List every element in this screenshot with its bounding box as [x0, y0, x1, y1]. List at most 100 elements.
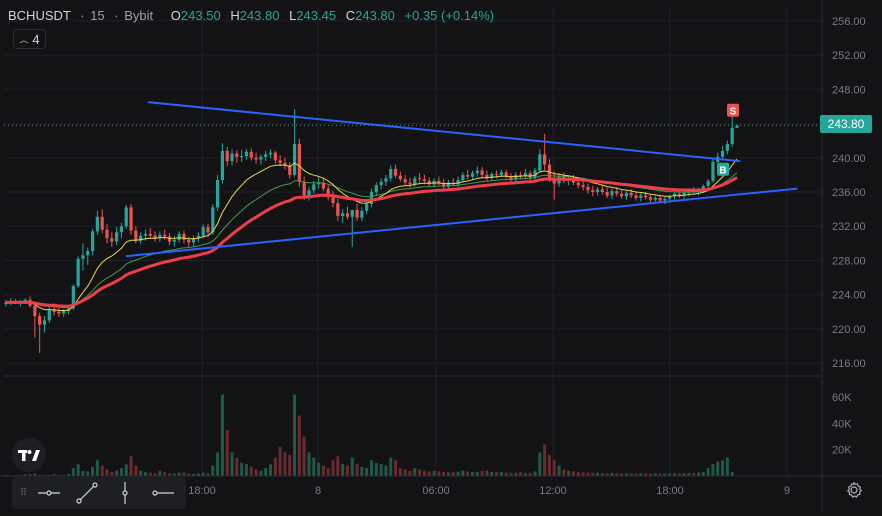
candle [523, 168, 527, 179]
candle [336, 198, 340, 222]
buy-signal-marker[interactable] [717, 162, 729, 176]
trendline-upper[interactable] [147, 101, 741, 163]
volume-bar [394, 460, 398, 476]
candle-body [456, 180, 460, 185]
volume-bar [201, 472, 205, 476]
candle-body [576, 182, 580, 186]
candle-body [336, 203, 340, 216]
candle [446, 180, 451, 190]
volume-bar [225, 430, 229, 476]
candle [307, 186, 311, 201]
volume-bar [495, 472, 499, 476]
candle [331, 191, 335, 208]
candle-body [52, 309, 56, 312]
candle [619, 190, 624, 199]
settings-gear-icon[interactable] [843, 479, 865, 501]
volume-bar [355, 464, 359, 476]
candle-body [76, 258, 80, 287]
candle-body [365, 203, 369, 211]
candle-body [624, 192, 628, 197]
candle-body [648, 197, 653, 200]
candle-body [533, 170, 537, 178]
candle-body [148, 233, 152, 236]
volume-bar [124, 464, 128, 476]
candle [292, 108, 297, 177]
candle-body [485, 174, 489, 178]
volume-bar [341, 464, 345, 476]
volume-bar [177, 472, 181, 476]
volume-bar [547, 454, 551, 476]
volume-bar [528, 472, 532, 476]
volume-bar [629, 473, 633, 476]
volume-bar [437, 471, 441, 476]
volume-bar [187, 473, 191, 476]
volume-bar [206, 473, 210, 476]
candle-body [182, 233, 186, 240]
candle-body [341, 213, 345, 216]
price-tick-label: 236.00 [832, 187, 866, 199]
candle [244, 149, 249, 160]
candle [100, 209, 104, 234]
volume-bar [139, 470, 143, 476]
sell-signal-marker[interactable] [727, 103, 739, 117]
candle [297, 138, 301, 187]
candle [158, 231, 162, 242]
candle-body [115, 232, 119, 242]
candle [201, 224, 205, 239]
candle-body [442, 183, 446, 187]
volume-bar [653, 473, 657, 476]
volume-bar [192, 473, 196, 476]
candle [624, 191, 628, 200]
tradingview-logo-icon[interactable] [12, 438, 46, 472]
trendline-lower[interactable] [125, 187, 798, 258]
volume-bar [365, 468, 369, 476]
volume-bar [446, 472, 450, 476]
candle-body [672, 193, 677, 197]
indicators-toggle-button[interactable]: ︿ 4 [13, 29, 46, 49]
candle-body [90, 231, 95, 252]
candle-body [389, 168, 393, 179]
horizontal-line-tool-icon[interactable] [30, 477, 68, 509]
candle-body [240, 156, 244, 158]
candle [485, 170, 489, 181]
candle [182, 230, 186, 244]
vertical-line-tool-icon[interactable] [106, 477, 144, 509]
last-price-tag: 243.80 [820, 115, 872, 133]
candle-body [23, 299, 27, 302]
candle [249, 148, 253, 161]
candle [90, 228, 95, 256]
candle [384, 174, 388, 187]
candle [470, 170, 475, 181]
candle [360, 207, 364, 222]
volume-bar [389, 457, 393, 476]
time-tick-label: 8 [315, 485, 321, 497]
time-tick-label: 06:00 [422, 485, 450, 497]
volume-bar [100, 465, 104, 476]
symbol-name[interactable]: BCHUSDT [8, 8, 71, 23]
trend-line-tool-icon[interactable] [68, 477, 106, 509]
candle [403, 174, 407, 187]
volume-bar [95, 460, 99, 476]
drag-handle-icon[interactable]: ⠿ [19, 487, 27, 499]
candle-body [634, 195, 638, 198]
candle [187, 236, 191, 247]
candle [595, 186, 600, 196]
candle-body [446, 182, 451, 187]
candle-body [225, 150, 229, 162]
volume-bar [668, 473, 672, 476]
candle-body [682, 192, 686, 196]
ma-line-red [6, 176, 738, 308]
candle [350, 209, 354, 247]
volume-tick-label: 20K [832, 445, 852, 457]
candle-body [124, 207, 128, 227]
candle [235, 150, 239, 163]
volume-bar [523, 473, 527, 476]
candle-body [278, 160, 282, 163]
candle-body [81, 255, 85, 259]
ray-tool-icon[interactable] [144, 477, 182, 509]
candle [586, 183, 590, 194]
volume-tick-label: 40K [832, 418, 852, 430]
candle-body [475, 170, 479, 174]
